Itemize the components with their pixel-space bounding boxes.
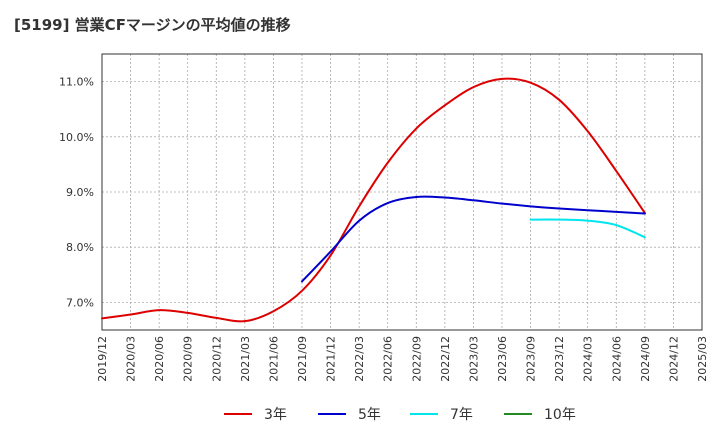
x-tick-label: 2020/09 [182, 336, 195, 382]
x-tick-label: 2024/09 [639, 336, 652, 382]
x-tick-label: 2023/12 [553, 336, 566, 382]
legend-label: 10年 [544, 407, 576, 423]
chart-title: [5199] 営業CFマージンの平均値の推移 [14, 16, 291, 34]
x-tick-label: 2020/06 [153, 336, 166, 382]
x-tick-label: 2022/03 [353, 336, 366, 382]
x-tick-label: 2022/12 [439, 336, 452, 382]
series-line-3 [529, 218, 646, 239]
x-tick-label: 2020/03 [125, 336, 138, 382]
x-tick-label: 2025/03 [696, 336, 709, 382]
x-tick-label: 2020/12 [210, 336, 223, 382]
x-tick-label: 2023/03 [467, 336, 480, 382]
y-tick-label: 10.0% [59, 131, 94, 144]
x-tick-label: 2023/09 [525, 336, 538, 382]
x-tick-label: 2021/09 [296, 336, 309, 382]
y-tick-label: 7.0% [66, 296, 94, 309]
x-tick-label: 2024/12 [667, 336, 680, 382]
legend-label: 7年 [450, 407, 473, 423]
x-tick-label: 2024/06 [610, 336, 623, 382]
x-tick-label: 2022/06 [382, 336, 395, 382]
legend-label: 3年 [264, 407, 287, 423]
x-tick-label: 2019/12 [96, 336, 109, 382]
x-tick-label: 2021/03 [239, 336, 252, 382]
y-tick-label: 9.0% [66, 186, 94, 199]
plot-frame [101, 53, 703, 331]
x-tick-label: 2022/09 [410, 336, 423, 382]
legend-label: 5年 [358, 407, 381, 423]
x-tick-label: 2021/06 [267, 336, 280, 382]
series-line-1 [101, 77, 646, 323]
x-tick-label: 2024/03 [582, 336, 595, 382]
y-tick-label: 11.0% [59, 76, 94, 89]
x-tick-label: 2021/12 [325, 336, 338, 382]
series-line-2 [301, 195, 646, 283]
x-tick-label: 2023/06 [496, 336, 509, 382]
y-tick-label: 8.0% [66, 241, 94, 254]
